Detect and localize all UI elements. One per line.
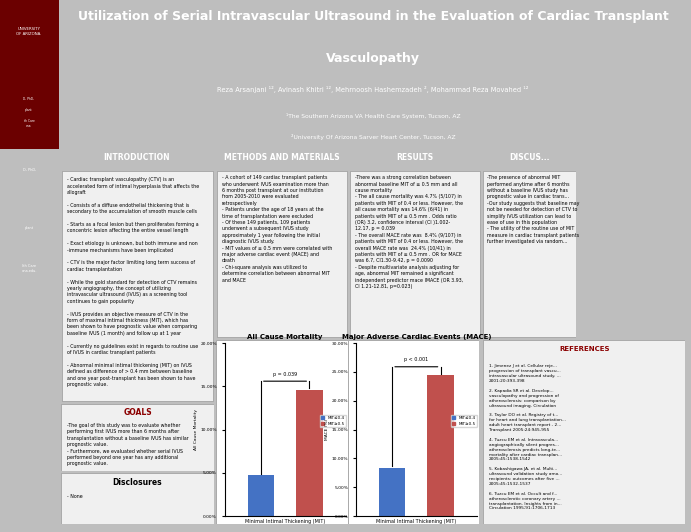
Y-axis label: MACE (%): MACE (%) (325, 419, 329, 440)
Text: Disclosures: Disclosures (113, 478, 162, 487)
Bar (247, 476, 274, 516)
FancyBboxPatch shape (61, 171, 214, 401)
Text: Reza Arsanjani ¹², Avinash Khitri ¹², Mehrnoosh Hashemzadeh ², Mohammad Reza Mov: Reza Arsanjani ¹², Avinash Khitri ¹², Me… (218, 86, 529, 94)
Bar (296, 390, 323, 516)
Text: - Cardiac transplant vasculopathy (CTV) is an
accelerated form of intimal hyperp: - Cardiac transplant vasculopathy (CTV) … (67, 177, 199, 387)
Text: Vasculopathy: Vasculopathy (326, 52, 420, 65)
Bar (0, 0, 59, 149)
Text: -The presence of abnormal MIT
performed anytime after 6 months
without a baselin: -The presence of abnormal MIT performed … (486, 175, 579, 244)
X-axis label: Minimal Intimal Thickening (MIT): Minimal Intimal Thickening (MIT) (245, 519, 325, 524)
Bar (379, 468, 406, 516)
Text: plant: plant (25, 226, 34, 230)
Legend: MIT≤0.4, MIT≥0.5: MIT≤0.4, MIT≥0.5 (451, 414, 477, 427)
FancyBboxPatch shape (484, 171, 576, 337)
Text: RESULTS: RESULTS (397, 153, 434, 162)
Text: ¹The Southern Arizona VA Health Care System, Tucson, AZ: ¹The Southern Arizona VA Health Care Sys… (286, 113, 460, 119)
FancyBboxPatch shape (61, 404, 214, 471)
Text: ²University Of Arizona Sarver Heart Center, Tucson, AZ: ²University Of Arizona Sarver Heart Cent… (291, 134, 455, 140)
FancyBboxPatch shape (217, 171, 347, 337)
Bar (427, 376, 454, 516)
Text: Utilization of Serial Intravascular Ultrasound in the Evaluation of Cardiac Tran: Utilization of Serial Intravascular Ultr… (78, 11, 668, 23)
Text: - None: - None (67, 494, 83, 498)
FancyBboxPatch shape (483, 340, 685, 524)
Title: All Cause Mortality: All Cause Mortality (247, 334, 323, 340)
FancyBboxPatch shape (216, 340, 348, 524)
Title: Major Adverse Cardiac Events (MACE): Major Adverse Cardiac Events (MACE) (341, 334, 491, 340)
Text: -The goal of this study was to evaluate whether
performing first IVUS more than : -The goal of this study was to evaluate … (67, 423, 189, 467)
Text: - A cohort of 149 cardiac transplant patients
who underwent IVUS examination mor: - A cohort of 149 cardiac transplant pat… (222, 175, 332, 282)
Text: REFERENCES: REFERENCES (559, 346, 609, 352)
Text: D, PhD,: D, PhD, (23, 168, 36, 172)
Text: INTRODUCTION: INTRODUCTION (103, 153, 170, 162)
Text: METHODS AND MATERIALS: METHODS AND MATERIALS (224, 153, 340, 162)
Text: -There was a strong correlation between
abnormal baseline MIT of ≥ 0.5 mm and al: -There was a strong correlation between … (355, 175, 463, 289)
Text: D, PhD,

plant

th Care
ona: D, PhD, plant th Care ona (23, 97, 35, 128)
Y-axis label: All Cause Mortality: All Cause Mortality (193, 409, 198, 450)
Text: p < 0.001: p < 0.001 (404, 357, 428, 362)
X-axis label: Minimal Intimal Thickening (MIT): Minimal Intimal Thickening (MIT) (376, 519, 457, 524)
FancyBboxPatch shape (61, 473, 214, 524)
FancyBboxPatch shape (350, 171, 480, 337)
FancyBboxPatch shape (348, 340, 479, 524)
Text: DISCUS...: DISCUS... (509, 153, 550, 162)
Text: p = 0.039: p = 0.039 (273, 372, 297, 377)
Text: GOALS: GOALS (123, 408, 152, 417)
Text: UNIVERSITY
OF ARIZONA.: UNIVERSITY OF ARIZONA. (17, 27, 41, 36)
Text: 1. Jimenez J et al. Cellular reje...
progression of transplant vascu...
intravas: 1. Jimenez J et al. Cellular reje... pro… (489, 364, 566, 510)
Legend: MIT≤0.4, MIT≥0.5: MIT≤0.4, MIT≥0.5 (319, 414, 346, 427)
Text: lth Care
ona.edu.: lth Care ona.edu. (21, 264, 37, 273)
